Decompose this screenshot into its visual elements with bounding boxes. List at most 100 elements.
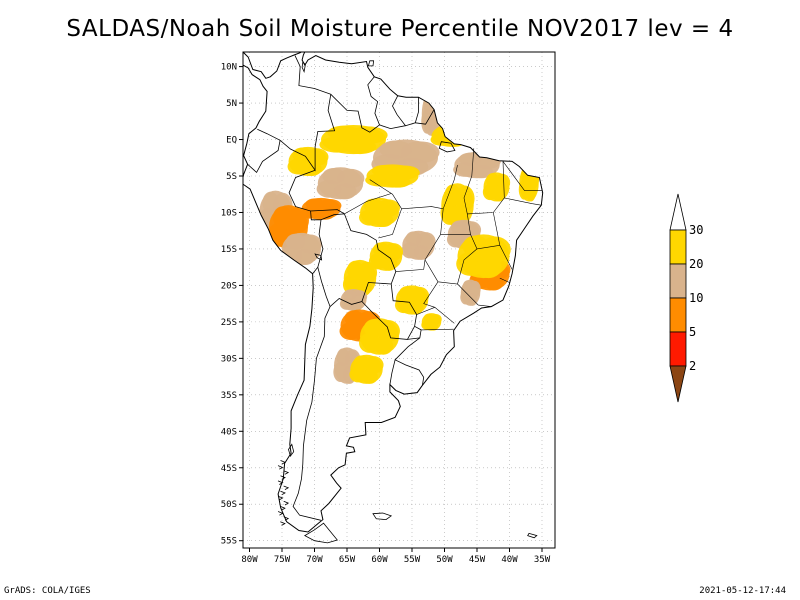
lon-tick-label: 35W xyxy=(534,555,551,565)
lon-tick-label: 45W xyxy=(469,555,486,565)
anomaly-patch xyxy=(365,164,420,188)
country-border xyxy=(405,97,419,127)
lon-tick-label: 65W xyxy=(339,555,356,565)
coast-feature xyxy=(527,532,538,539)
lat-tick-label: 55S xyxy=(221,537,237,547)
legend-bin-bottom xyxy=(669,365,687,403)
continent-outline xyxy=(243,52,544,533)
fjord-island xyxy=(277,511,284,516)
color-legend: 30 20 10 5 2 xyxy=(669,193,703,403)
lon-tick-label: 60W xyxy=(371,555,388,565)
anomaly-patch xyxy=(456,234,511,279)
coast-feature xyxy=(314,253,323,261)
state-border xyxy=(440,148,475,235)
lon-tick-label: 70W xyxy=(306,555,323,565)
fjord-island xyxy=(280,475,286,480)
coast-feature xyxy=(301,61,306,74)
chart-title: SALDAS/Noah Soil Moisture Percentile NOV… xyxy=(66,16,734,42)
fjord-island xyxy=(280,521,286,526)
lat-tick-label: 40S xyxy=(221,427,237,437)
legend-label: 30 xyxy=(689,223,703,237)
lon-tick-label: 40W xyxy=(501,555,518,565)
footer-timestamp: 2021-05-12-17:44 xyxy=(699,586,786,596)
coast-feature xyxy=(372,512,393,521)
anomaly-patch xyxy=(359,318,400,355)
lat-tick-label: 25S xyxy=(221,318,237,328)
legend-label: 2 xyxy=(689,359,696,373)
state-border xyxy=(421,328,454,331)
lon-tick-label: 50W xyxy=(436,555,453,565)
legend-label: 10 xyxy=(689,291,703,305)
lat-tick-label: 30S xyxy=(221,354,237,364)
lat-tick-label: 50S xyxy=(221,500,237,510)
country-borders xyxy=(247,55,542,521)
legend-bin xyxy=(669,331,687,367)
lat-tick-label: 5N xyxy=(226,99,237,109)
legend-bin xyxy=(669,229,687,265)
anomaly-patch xyxy=(349,354,384,384)
lon-tick-label: 80W xyxy=(241,555,258,565)
country-border xyxy=(415,109,435,125)
fjord-island xyxy=(277,480,284,485)
coast-feature xyxy=(367,60,375,67)
country-border xyxy=(247,140,281,174)
state-border xyxy=(457,283,492,307)
state-border xyxy=(442,165,458,209)
country-border xyxy=(407,325,422,340)
fjord-island xyxy=(283,500,290,506)
anomaly-patch xyxy=(359,197,400,228)
lat-tick-label: 10S xyxy=(221,208,237,218)
state-border xyxy=(344,193,392,215)
fjord-island xyxy=(277,465,284,470)
state-border xyxy=(416,307,435,315)
fjord-island xyxy=(283,516,290,521)
anomaly-patch xyxy=(453,97,475,117)
country-border xyxy=(288,169,324,274)
state-border xyxy=(378,208,402,239)
legend-label: 20 xyxy=(689,257,703,271)
fjord-island xyxy=(280,506,286,511)
country-border xyxy=(310,209,345,215)
anomaly-patch xyxy=(287,146,329,177)
coast-feature xyxy=(303,522,338,544)
lat-tick-label: 10N xyxy=(221,63,237,73)
country-border xyxy=(330,76,380,133)
lat-tick-label: 35S xyxy=(221,391,237,401)
state-border xyxy=(499,277,510,283)
state-border xyxy=(502,161,542,191)
lat-tick-label: 15S xyxy=(221,245,237,255)
country-border xyxy=(394,337,425,386)
anomaly-patch xyxy=(300,197,342,220)
fjord-island xyxy=(283,470,290,475)
state-border xyxy=(467,161,505,215)
lat-tick-label: 5S xyxy=(226,172,237,182)
lat-tick-label: EQ xyxy=(226,136,237,146)
country-border xyxy=(361,283,418,340)
anomaly-patch xyxy=(394,285,430,315)
footer-credit: GrADS: COLA/IGES xyxy=(4,586,91,596)
legend-bin xyxy=(669,297,687,333)
country-border xyxy=(379,95,407,130)
anomaly-patch xyxy=(482,172,511,202)
coast-feature xyxy=(438,141,456,153)
legend-bin-top xyxy=(669,193,687,231)
country-border xyxy=(292,306,331,521)
country-border xyxy=(257,55,336,172)
country-border xyxy=(317,213,397,308)
fjord-island xyxy=(277,495,284,501)
fjord-island xyxy=(280,490,286,496)
country-border xyxy=(389,359,396,385)
lon-tick-label: 55W xyxy=(404,555,421,565)
fjord-island xyxy=(280,460,287,465)
anomaly-patch xyxy=(281,232,322,265)
anomaly-patch xyxy=(421,313,442,331)
fjord-island xyxy=(283,485,290,490)
anomaly-layer xyxy=(258,92,540,384)
anomaly-patch xyxy=(342,259,378,297)
map-axes: 80W 75W 70W 65W 60W 55W 50W 45W 40W 35W 10N 5N EQ 5S 1… xyxy=(221,63,551,565)
coast-feature xyxy=(288,443,295,457)
state-border xyxy=(504,197,542,206)
map-frame xyxy=(242,51,556,549)
legend-bin xyxy=(669,263,687,299)
